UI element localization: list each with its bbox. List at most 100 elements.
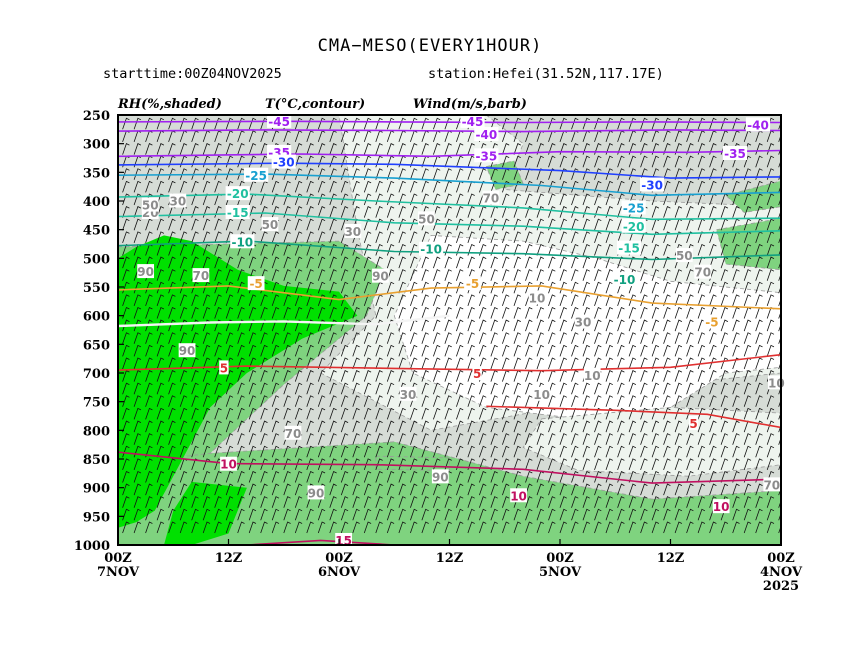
wind-barb	[398, 407, 406, 420]
wind-barb	[202, 470, 211, 483]
y-tick-label: 800	[83, 424, 110, 439]
wind-barb	[260, 294, 268, 307]
wind-barb	[709, 143, 717, 155]
rh-label: 30	[170, 195, 187, 209]
wind-barb	[283, 281, 291, 294]
wind-barb	[122, 521, 130, 534]
wind-barb	[663, 206, 671, 218]
wind-barb	[248, 294, 257, 307]
wind-barb	[720, 433, 729, 445]
wind-barb	[479, 306, 487, 319]
wind-barb	[663, 382, 671, 395]
wind-barb	[248, 496, 257, 508]
wind-barb	[467, 332, 475, 344]
wind-barb	[168, 420, 176, 433]
wind-barb	[502, 382, 510, 395]
wind-barb	[720, 168, 729, 180]
wind-barb	[122, 269, 130, 281]
wind-barb	[375, 407, 383, 420]
wind-barb	[237, 256, 245, 269]
wind-barb	[398, 470, 406, 483]
wind-barb	[202, 256, 211, 269]
wind-barb	[628, 382, 637, 395]
wind-barb	[651, 458, 660, 471]
wind-barb	[651, 130, 660, 143]
wind-barb	[363, 306, 372, 319]
wind-barb	[594, 521, 602, 534]
wind-barb	[294, 496, 303, 508]
wind-barb	[340, 508, 349, 521]
rh-label-bg	[528, 290, 546, 305]
wind-barb	[145, 508, 153, 521]
wind-barb	[421, 168, 429, 180]
wind-barb	[743, 496, 752, 508]
wind-barb	[179, 433, 188, 445]
wind-barb	[248, 382, 257, 395]
wind-barb	[778, 247, 781, 256]
wind-barb	[122, 382, 130, 395]
wind-barb	[686, 458, 694, 471]
contour-line-5	[486, 405, 781, 429]
wind-barb	[456, 508, 464, 521]
wind-barb	[444, 433, 452, 445]
wind-barb	[697, 306, 706, 319]
wind-barb	[467, 344, 475, 357]
wind-barb	[513, 256, 521, 269]
wind-barb	[582, 382, 590, 395]
temp-label-bg	[464, 276, 481, 291]
wind-barb	[283, 193, 291, 206]
wind-barb	[651, 370, 660, 382]
wind-barb	[145, 496, 153, 508]
wind-barb	[133, 319, 142, 332]
wind-barb	[628, 332, 637, 344]
wind-barb	[559, 508, 567, 521]
wind-barb	[363, 370, 372, 382]
wind-barb	[191, 370, 199, 382]
wind-barb	[283, 294, 291, 307]
wind-barb	[479, 445, 487, 458]
wind-barb	[329, 218, 337, 231]
wind-barb	[191, 395, 199, 407]
wind-barb	[363, 206, 372, 218]
wind-barb	[755, 357, 763, 370]
wind-barb	[640, 155, 648, 168]
wind-barb	[559, 382, 567, 395]
wind-barb	[582, 470, 590, 483]
wind-barb	[352, 143, 360, 155]
wind-barb	[605, 382, 613, 395]
wind-barb	[363, 395, 372, 407]
wind-barb	[778, 184, 781, 193]
wind-barb	[352, 521, 360, 534]
wind-barb	[778, 525, 781, 534]
wind-barb	[743, 155, 752, 168]
wind-barb	[191, 281, 199, 294]
wind-barb	[444, 344, 452, 357]
wind-barb	[571, 168, 579, 180]
wind-barb	[559, 117, 567, 130]
wind-barb	[605, 155, 613, 168]
temp-label: -15	[227, 206, 249, 220]
wind-barb	[375, 420, 383, 433]
wind-barb	[743, 508, 752, 521]
wind-barb	[755, 281, 763, 294]
wind-barb	[156, 168, 165, 180]
wind-barb	[294, 281, 303, 294]
wind-barb	[743, 294, 752, 307]
wind-barb	[479, 168, 487, 180]
wind-barb	[490, 483, 498, 496]
wind-barb	[444, 281, 452, 294]
wind-barb	[548, 256, 556, 269]
wind-barb	[340, 382, 349, 395]
temp-label-bg	[225, 186, 250, 201]
wind-barb	[628, 294, 637, 307]
wind-barb	[202, 117, 211, 130]
wind-barb	[156, 143, 165, 155]
wind-barb	[421, 357, 429, 370]
wind-barb	[398, 231, 406, 244]
wind-barb	[628, 319, 637, 332]
wind-barb	[363, 281, 372, 294]
wind-barb	[674, 521, 683, 534]
wind-barb	[283, 332, 291, 344]
wind-barb	[133, 395, 142, 407]
wind-barb	[214, 281, 222, 294]
